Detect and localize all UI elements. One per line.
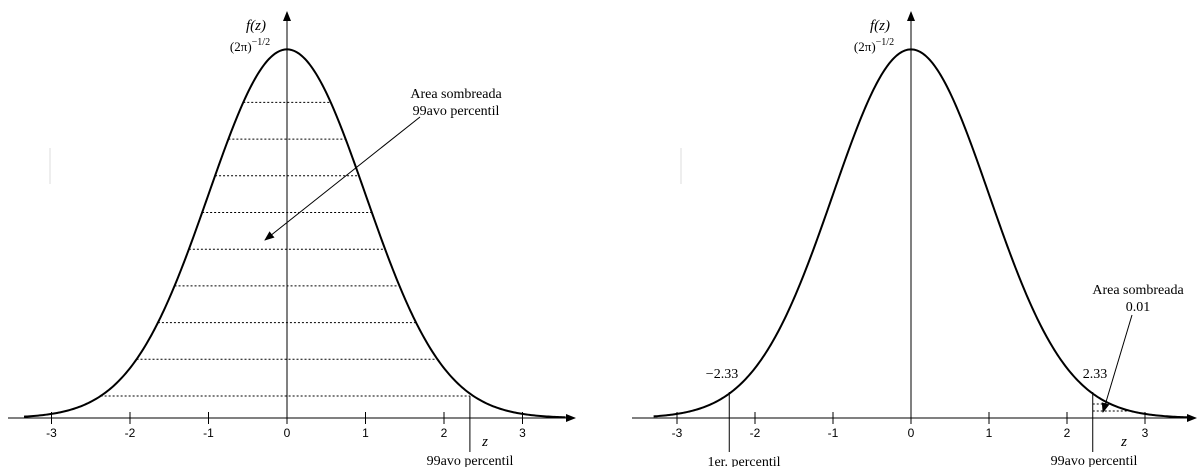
left-x-ticks: -3 -2 -1 0 1 2 3 [46, 412, 526, 440]
x-tick-label: 0 [908, 426, 915, 440]
left-normal-curve [23, 48, 566, 419]
x-tick-label: 3 [519, 426, 526, 440]
right-left-percentile-label: 1er. percentil [707, 455, 780, 467]
x-tick-label: 2 [1064, 426, 1071, 440]
left-percentile-label: 99avo percentil [427, 454, 514, 467]
right-peak-label-exponent: −1/2 [876, 37, 894, 48]
x-tick-label: 3 [1142, 426, 1149, 440]
left-normal-chart: -3 -2 -1 0 1 2 3 f(z) (2π)−1/2 Area sombreada … [8, 11, 576, 467]
right-function-label: f(z) [870, 18, 890, 34]
right-peak-label: (2π)−1/2 [854, 37, 894, 54]
right-shaded-area-hatching [1092, 403, 1131, 412]
x-tick-label: -2 [750, 426, 761, 440]
x-tick-label: -1 [203, 426, 214, 440]
left-x-axis-label: z [481, 434, 488, 450]
x-tick-label: 1 [362, 426, 369, 440]
x-tick-label: -1 [828, 426, 839, 440]
left-annotation-line2: 99avo percentil [413, 104, 500, 119]
x-tick-label: -2 [125, 426, 136, 440]
right-annotation-arrow [1101, 314, 1133, 413]
x-tick-label: -3 [46, 426, 57, 440]
right-normal-curve [653, 48, 1192, 419]
left-peak-label: (2π)−1/2 [230, 37, 270, 54]
x-tick-label: -3 [672, 426, 683, 440]
right-annotation-line2: 0.01 [1126, 300, 1151, 315]
left-peak-label-base: (2π) [230, 39, 252, 54]
right-left-value-label: −2.33 [706, 367, 738, 382]
right-annotation-line1: Area sombreada [1092, 283, 1184, 298]
right-right-percentile-label: 99avo percentil [1051, 454, 1138, 467]
right-peak-label-base: (2π) [854, 39, 876, 54]
left-function-label: f(z) [246, 18, 266, 34]
x-tick-label: 2 [441, 426, 448, 440]
right-normal-chart: -3 -2 -1 0 1 2 3 f(z) (2π)−1/2 −2.33 2.33 Area… [632, 11, 1197, 467]
left-shaded-area-hatching [100, 101, 470, 397]
right-x-ticks: -3 -2 -1 0 1 2 3 [672, 412, 1149, 440]
right-x-axis-label: z [1120, 434, 1127, 450]
left-peak-label-exponent: −1/2 [252, 37, 270, 48]
right-right-value-label: 2.33 [1083, 367, 1108, 382]
left-annotation-arrow [264, 116, 421, 241]
x-tick-label: 1 [986, 426, 993, 440]
x-tick-label: 0 [284, 426, 291, 440]
left-annotation-line1: Area sombreada [410, 87, 502, 102]
